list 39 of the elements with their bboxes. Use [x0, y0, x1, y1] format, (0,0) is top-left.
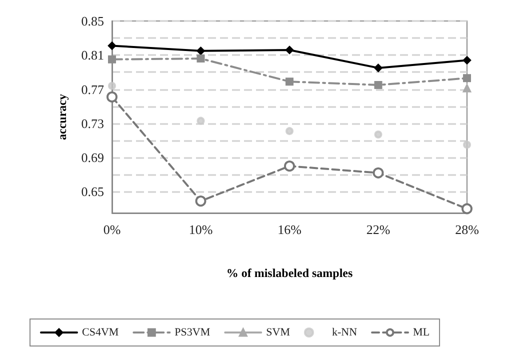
point — [372, 167, 384, 178]
y-tick-label: 0.73 — [81, 116, 104, 131]
x-tick-label: 16% — [278, 222, 302, 237]
point — [106, 91, 118, 102]
y-tick-label: 0.81 — [81, 48, 104, 63]
point — [286, 127, 294, 136]
point — [463, 140, 471, 149]
point — [374, 130, 382, 138]
legend-label: CS4VM — [82, 326, 119, 338]
point — [463, 56, 471, 64]
point — [286, 78, 294, 86]
point — [463, 84, 471, 92]
y-axis-title: accuracy — [55, 94, 69, 140]
point — [196, 116, 205, 125]
point — [108, 55, 116, 64]
point — [374, 64, 382, 72]
x-tick-label: 28% — [455, 222, 480, 237]
y-tick-label: 0.69 — [81, 150, 104, 166]
point — [463, 74, 471, 82]
legend-label: PS3VM — [174, 326, 210, 338]
x-tick-label: 10% — [188, 222, 213, 237]
point — [196, 46, 205, 55]
y-tick-label: 0.65 — [81, 184, 104, 200]
x-tick-label: 0% — [103, 222, 121, 237]
legend-label: k-NN — [332, 326, 358, 338]
point — [284, 160, 295, 172]
y-tick-label: 0.85 — [81, 14, 104, 28]
x-axis-title: % of mislabeled samples — [226, 266, 353, 280]
y-tick-label: 0.77 — [81, 82, 104, 97]
point — [195, 196, 206, 207]
legend-label: SVM — [266, 326, 290, 338]
point — [108, 42, 116, 50]
point — [374, 81, 382, 89]
point — [462, 203, 472, 214]
point — [108, 82, 116, 90]
point — [286, 46, 294, 54]
point — [196, 54, 205, 63]
x-tick-label: 22% — [366, 222, 390, 237]
legend-label: ML — [413, 326, 430, 338]
